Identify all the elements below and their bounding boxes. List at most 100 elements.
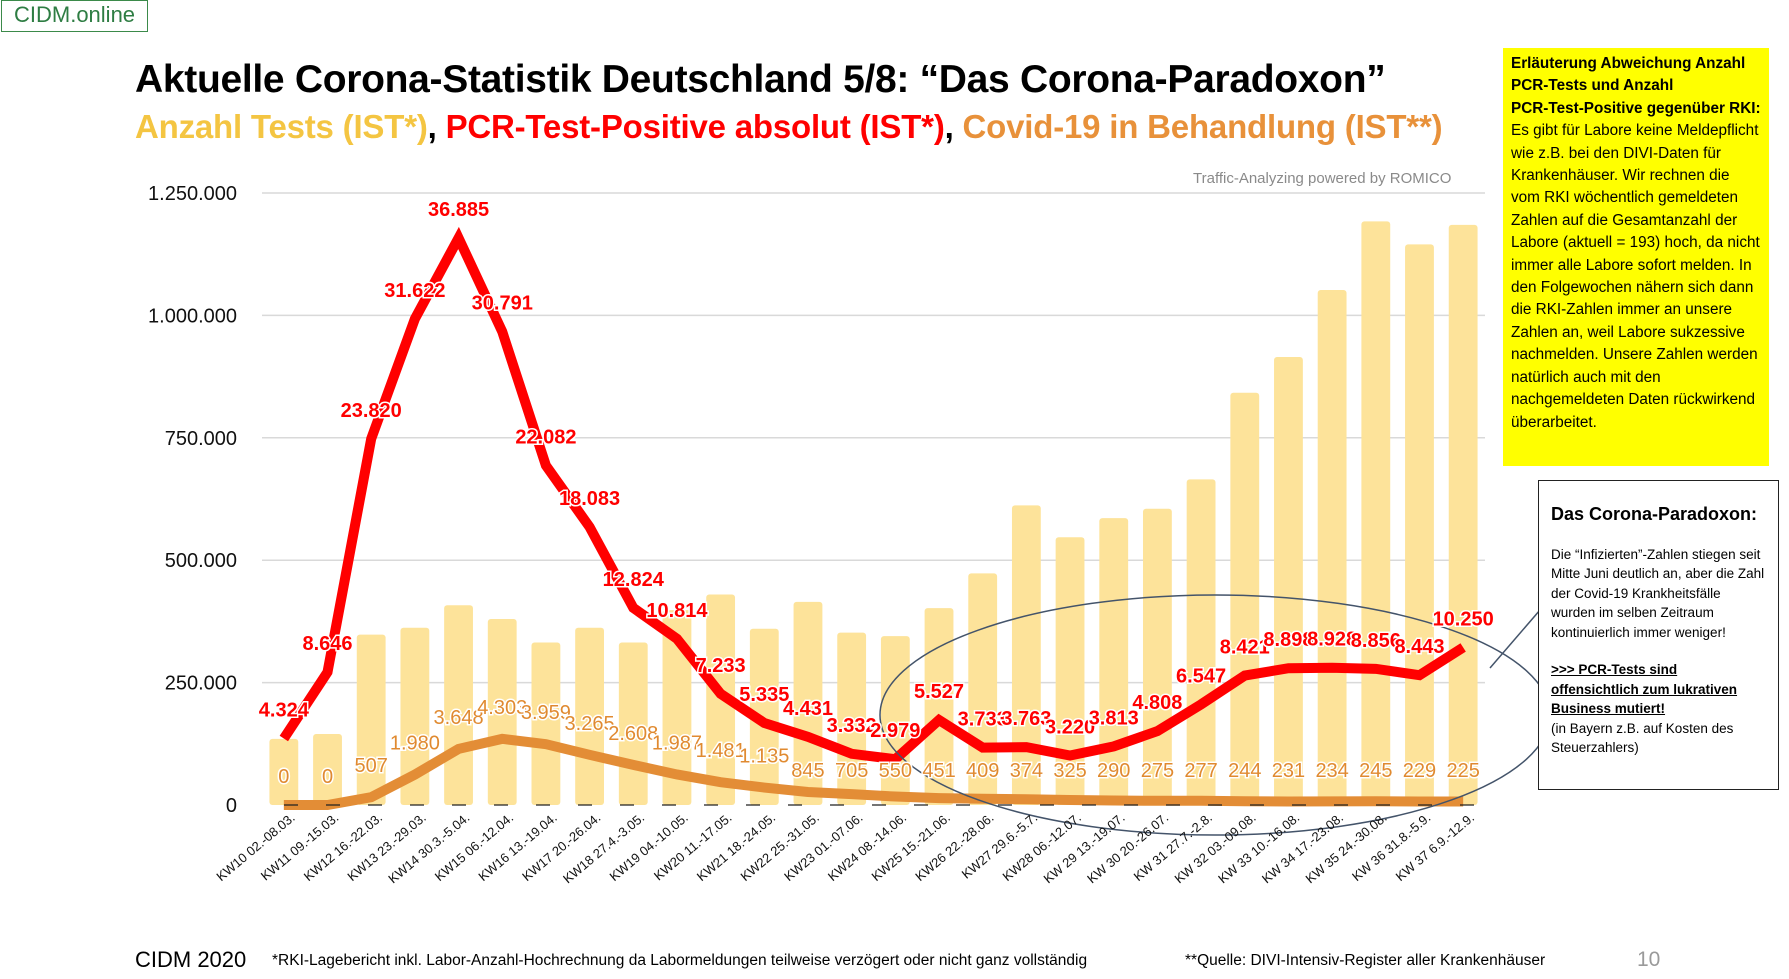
pcr-data-label: 4.324 — [259, 700, 310, 722]
pcr-data-label: 8.898 — [1263, 629, 1313, 651]
x-tick-label: KW24 08.-14.06. — [825, 810, 909, 884]
pcr-data-label: 6.547 — [1176, 665, 1226, 687]
y-tick-label: 0 — [226, 795, 237, 817]
tests-bar — [1055, 537, 1085, 805]
tests-bar — [1317, 289, 1347, 805]
x-tick-label: KW21 18.-24.05. — [694, 810, 778, 884]
tests-bar — [313, 734, 342, 805]
pcr-data-label: 8.646 — [302, 633, 352, 655]
y-tick-label: 750.000 — [165, 428, 237, 450]
covid-data-label: 2.608 — [608, 723, 658, 745]
tests-bar — [269, 738, 299, 805]
covid-data-label: 290 — [1097, 760, 1130, 782]
tests-bar — [531, 642, 561, 805]
legend-separator: , — [427, 108, 446, 145]
covid-data-label: 0 — [322, 766, 333, 788]
pcr-data-label: 3.813 — [1089, 707, 1139, 729]
covid-data-label: 275 — [1141, 760, 1174, 782]
x-tick-label: KW22 25.-31.05. — [738, 810, 822, 884]
covid-data-label: 507 — [355, 755, 388, 777]
paradox-body: Die “Infizierten”-Zahlen stiegen seit Mi… — [1551, 546, 1765, 640]
covid-data-label: 1.481 — [696, 740, 746, 762]
pcr-data-label: 10.250 — [1433, 608, 1494, 630]
covid-data-label: 845 — [791, 760, 824, 782]
pcr-data-label: 12.824 — [603, 569, 665, 591]
tests-bar — [1230, 392, 1260, 805]
powered-by-note: Traffic-Analyzing powered by ROMICO — [1193, 170, 1452, 187]
pcr-data-label: 5.527 — [914, 681, 964, 703]
pcr-data-label: 8.443 — [1394, 636, 1444, 658]
tests-bar — [662, 610, 692, 805]
pcr-data-label: 3.733 — [958, 709, 1008, 731]
tests-bar — [487, 618, 517, 805]
tests-bar — [356, 634, 386, 805]
pcr-data-label: 22.082 — [515, 427, 576, 449]
footer-note-rki: *RKI-Lagebericht inkl. Labor-Anzahl-Hoch… — [272, 952, 1088, 969]
covid-data-label: 245 — [1359, 760, 1392, 782]
paradox-footnote: (in Bayern z.B. auf Kosten des Steuerzah… — [1551, 720, 1734, 756]
footer-note-divi: **Quelle: DIVI-Intensiv-Register aller K… — [1185, 952, 1546, 969]
x-tick-label: KW25 15.-21.06. — [869, 810, 953, 884]
x-tick-label: KW 37 6.9.-12.9. — [1393, 810, 1477, 884]
covid-data-label: 705 — [835, 760, 868, 782]
pcr-data-label: 30.791 — [472, 293, 533, 315]
explanation-note: Erläuterung Abweichung Anzahl PCR-Tests … — [1503, 48, 1769, 466]
tests-bar — [1274, 357, 1303, 805]
pcr-data-label: 4.431 — [783, 698, 833, 720]
explanation-heading-2: PCR-Tests und Anzahl — [1511, 77, 1674, 95]
pcr-data-label: 3.220 — [1045, 716, 1095, 738]
covid-data-label: 225 — [1446, 760, 1479, 782]
explanation-heading-1: Erläuterung Abweichung Anzahl — [1511, 55, 1746, 72]
brand-badge: CIDM.online — [1, 0, 149, 32]
paradox-emphasis: >>> PCR-Tests sind offensichtlich zum lu… — [1551, 662, 1738, 716]
covid-data-label: 1.135 — [739, 746, 789, 768]
x-tick-label: KW10 02.-08.03. — [213, 810, 297, 884]
tests-bar — [1011, 505, 1041, 805]
y-tick-label: 1.250.000 — [148, 183, 237, 205]
footer-brand: CIDM 2020 — [135, 947, 247, 972]
chart-subtitle: Anzahl Tests (IST*), PCR-Test-Positive a… — [135, 108, 1443, 146]
x-tick-label: KW 36 31.8.-5.9. — [1349, 810, 1433, 884]
pcr-data-label: 3.332 — [827, 715, 877, 737]
covid-data-label: 451 — [922, 760, 955, 782]
paradox-note: Das Corona-Paradoxon: Die “Infizierten”-… — [1538, 480, 1779, 790]
pcr-data-label: 18.083 — [559, 488, 620, 510]
tests-bar — [749, 628, 779, 805]
tests-bar — [1448, 224, 1478, 806]
x-tick-label: KW26 22.-28.06. — [912, 810, 996, 884]
pcr-data-label: 31.622 — [384, 280, 445, 302]
pcr-data-label: 8.928 — [1307, 629, 1357, 651]
paradox-heading: Das Corona-Paradoxon: — [1551, 504, 1758, 524]
tests-bar — [793, 601, 823, 805]
y-tick-label: 250.000 — [165, 673, 237, 695]
covid-data-label: 229 — [1403, 760, 1436, 782]
pcr-data-label: 8.856 — [1351, 630, 1401, 652]
legend-covid-treatment: Covid-19 in Behandlung (IST**) — [962, 108, 1443, 145]
pcr-line — [279, 226, 1466, 765]
covid-data-label: 325 — [1053, 760, 1086, 782]
covid-line — [283, 733, 1464, 810]
covid-data-label: 244 — [1228, 760, 1261, 782]
covid-data-label: 409 — [966, 760, 999, 782]
pcr-data-label: 2.979 — [870, 720, 920, 742]
tests-bar — [1186, 479, 1216, 805]
covid-data-label: 234 — [1315, 760, 1348, 782]
x-tick-label: KW12 16.-22.03. — [301, 810, 385, 884]
page-number: 10 — [1637, 948, 1661, 971]
legend-separator: , — [944, 108, 963, 145]
explanation-heading-3: PCR-Test-Positive gegenüber RKI: — [1511, 99, 1761, 117]
covid-data-label: 231 — [1272, 760, 1305, 782]
covid-data-label: 0 — [278, 766, 289, 788]
pcr-data-label: 10.814 — [646, 600, 708, 622]
pcr-data-label: 4.808 — [1132, 692, 1182, 714]
tests-bar — [837, 632, 867, 805]
label-layer: 4.324 8.646 23.820 31.622 36.885 30.791 22.082… — [257, 197, 1495, 789]
bar-layer — [269, 221, 1478, 806]
covid-data-label: 3.648 — [434, 707, 484, 729]
pcr-data-label: 36.885 — [428, 199, 489, 221]
covid-data-label: 1.980 — [390, 733, 440, 755]
covid-data-label: 3.959 — [521, 702, 571, 724]
y-tick-label: 1.000.000 — [148, 305, 237, 327]
tests-bar — [1361, 221, 1391, 806]
